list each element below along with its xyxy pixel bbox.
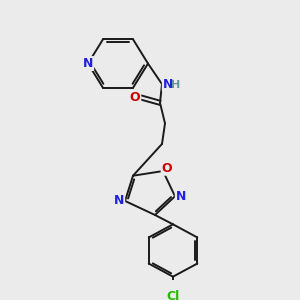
Text: Cl: Cl	[167, 290, 180, 300]
Text: N: N	[163, 78, 173, 91]
Text: N: N	[176, 190, 186, 203]
Text: O: O	[162, 162, 172, 175]
Text: N: N	[83, 57, 93, 70]
Text: O: O	[130, 91, 140, 104]
Text: N: N	[114, 194, 124, 208]
Text: H: H	[171, 80, 181, 90]
